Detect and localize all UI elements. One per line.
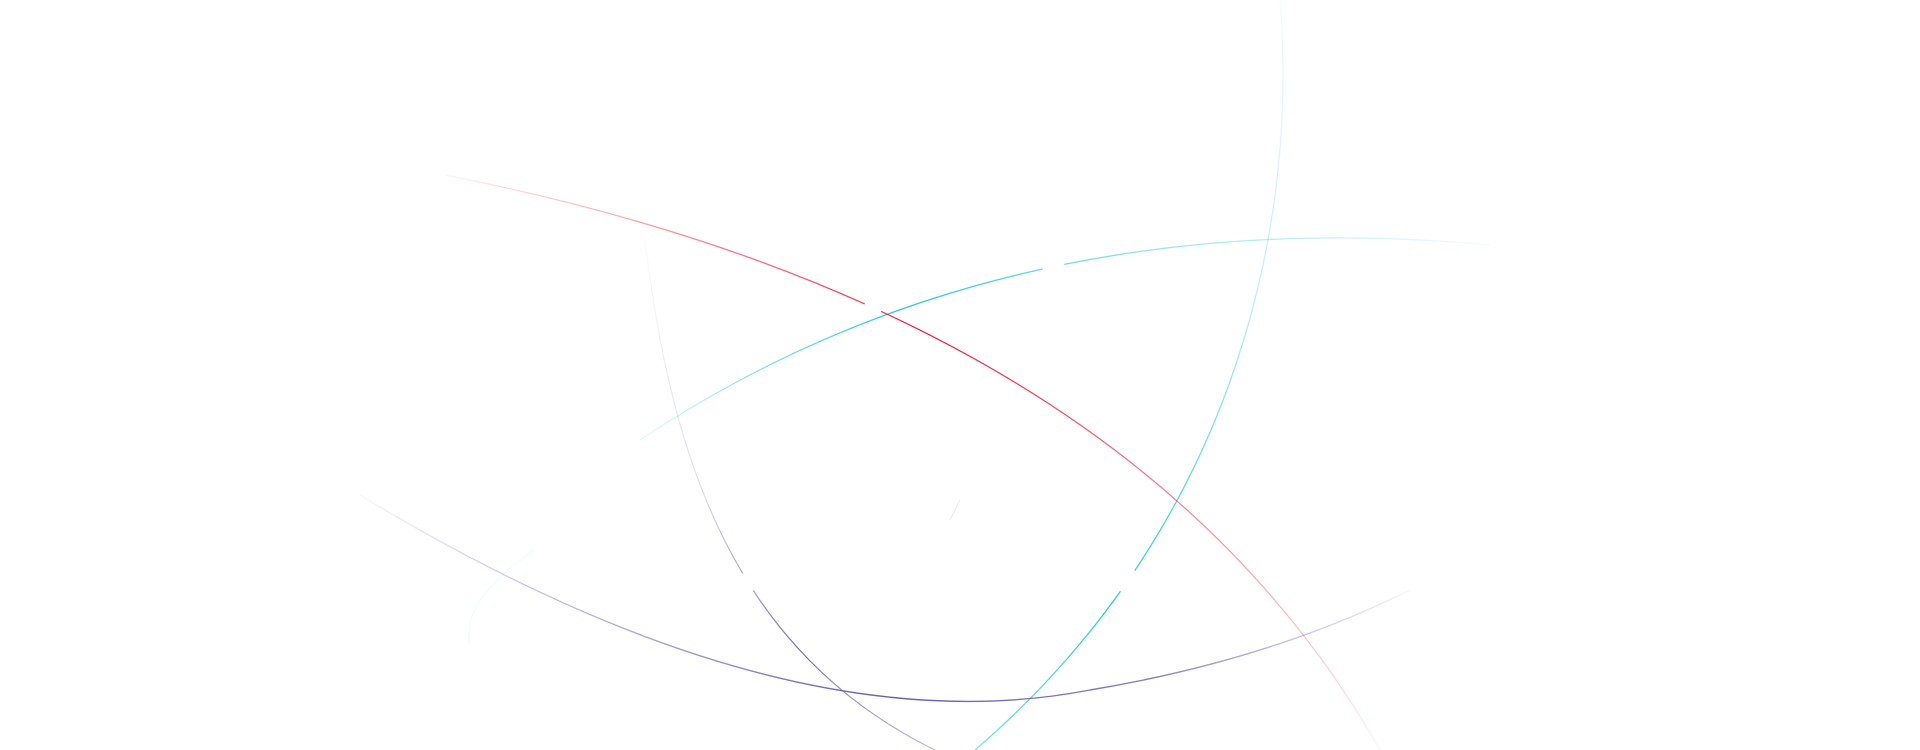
purple-vertical-arc xyxy=(644,239,936,750)
faint-cyan-stroke xyxy=(468,549,536,646)
purple-horizontal-arc xyxy=(359,494,1411,703)
red-arc xyxy=(444,174,1381,750)
cyan-horizontal-arc xyxy=(639,237,1491,441)
faint-purple-stroke xyxy=(949,499,961,521)
cyan-vertical-arc xyxy=(974,0,1284,750)
